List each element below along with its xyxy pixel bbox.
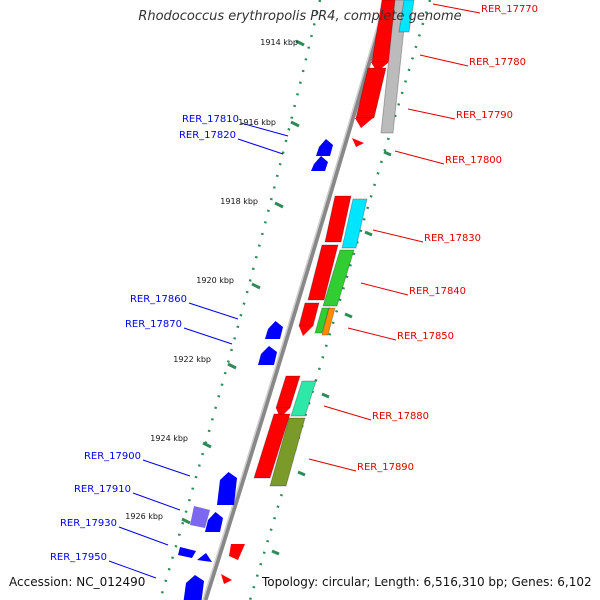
tick-mark <box>321 392 330 399</box>
tick-label: 1926 kbp <box>125 512 163 521</box>
gene-label-rer-17780: RER_17780 <box>469 57 527 68</box>
tick-label: 1924 kbp <box>150 434 188 443</box>
gene-rer-17850-band-a <box>314 307 330 334</box>
leader-line <box>183 327 233 345</box>
tick-mark <box>297 470 306 477</box>
genome-title: Rhodococcus erythropolis PR4, complete g… <box>138 9 462 24</box>
leader-line <box>237 138 284 155</box>
gene-rer-17790-arrow <box>380 0 408 134</box>
leader-line <box>108 560 157 579</box>
gene-arrow-head <box>355 118 373 128</box>
tick-mark <box>274 201 284 209</box>
gene-label-rer-17900: RER_17900 <box>83 451 141 462</box>
tick-label: 1922 kbp <box>173 355 211 364</box>
tick-mark <box>383 150 392 157</box>
gene-label-rer-17830: RER_17830 <box>424 233 482 244</box>
tick-mark <box>202 441 212 449</box>
leader-line <box>142 459 191 477</box>
gene-rer-17800-arrow <box>352 138 364 147</box>
gene-label-rer-17880: RER_17880 <box>372 411 430 422</box>
tick-mark <box>227 362 237 370</box>
gene-rer-17810-arrow <box>316 139 333 156</box>
leader-line <box>432 3 481 14</box>
leader-line <box>360 282 409 296</box>
leader-line <box>323 405 372 421</box>
tick-label: 1920 kbp <box>196 276 234 285</box>
gene-label-rer-17890: RER_17890 <box>357 462 415 473</box>
gene-rer-17850-band-b <box>321 307 336 336</box>
leader-line <box>372 229 424 243</box>
leader-line <box>419 54 469 67</box>
gene-label-rer-17860: RER_17860 <box>129 294 187 305</box>
gene-rer-17880-band <box>290 380 317 417</box>
tick-mark <box>364 230 373 237</box>
accession-text: Accession: NC_012490 <box>9 575 146 589</box>
gene-label-rer-17930: RER_17930 <box>59 518 117 529</box>
gene-rer-17840-band <box>322 249 355 307</box>
leader-line <box>394 150 445 165</box>
tick-label: 1918 kbp <box>220 197 258 206</box>
gene-rer-17820-arrow <box>311 156 328 171</box>
gene-rer-17950-arrow <box>183 575 204 600</box>
gene-rer-17850-arrow <box>298 302 320 327</box>
gene-label-rer-17870: RER_17870 <box>124 319 182 330</box>
leader-line <box>347 327 397 341</box>
gene-label-rer-17910: RER_17910 <box>73 484 131 495</box>
leader-line <box>132 492 181 511</box>
gene-rer-17900-arrow <box>217 472 237 505</box>
leader-line <box>240 122 289 137</box>
chromosome-backbone-highlight <box>202 0 386 600</box>
gene-rer-17890-arrow <box>253 413 291 479</box>
gene-rer-17890-band <box>269 417 306 487</box>
gene-label-rer-17850: RER_17850 <box>397 331 455 342</box>
gene-rer-17830-arrow <box>324 195 352 243</box>
gene-label-rer-17790: RER_17790 <box>456 110 514 121</box>
gene-rer-17920-arrow <box>190 506 210 528</box>
gene-rer-17770-band <box>398 0 415 33</box>
gene-label-rer-17810: RER_17810 <box>181 114 239 125</box>
gene-rer-17780-arrow <box>355 67 387 119</box>
tick-label: 1914 kbp <box>260 38 298 47</box>
gene-forward-arrow-small <box>229 544 245 560</box>
tick-mark <box>271 549 280 556</box>
chromosome-backbone <box>202 0 390 600</box>
tick-mark <box>181 517 191 525</box>
gene-forward-arrow-small <box>221 574 232 584</box>
tick-mark <box>295 39 305 47</box>
gene-rer-17830-band <box>341 198 368 249</box>
gene-label-rer-17840: RER_17840 <box>409 286 467 297</box>
leader-line <box>118 526 169 546</box>
leader-line <box>308 458 357 472</box>
gene-rer-17840-arrow <box>307 244 339 301</box>
leader-line <box>407 108 456 120</box>
topology-text: Topology: circular; Length: 6,516,310 bp… <box>262 575 592 589</box>
tick-mark <box>251 282 261 290</box>
gene-label-rer-17950: RER_17950 <box>49 552 107 563</box>
tick-mark <box>290 120 300 128</box>
gene-rer-17940-arrow <box>197 553 212 562</box>
gene-rer-17860-arrow <box>265 321 283 339</box>
tick-mark <box>344 312 353 319</box>
leader-line <box>188 302 239 320</box>
gene-label-rer-17800: RER_17800 <box>445 155 503 166</box>
gene-rer-17910-arrow <box>205 512 223 532</box>
gene-rer-17930-arrow <box>178 547 196 558</box>
gene-label-rer-17770: RER_17770 <box>481 4 539 15</box>
right-tick-track <box>248 0 432 600</box>
gene-label-rer-17820: RER_17820 <box>178 130 236 141</box>
gene-arrow-head <box>299 326 313 336</box>
tick-label: 1916 kbp <box>238 118 276 127</box>
gene-rer-17870-arrow <box>258 346 277 365</box>
